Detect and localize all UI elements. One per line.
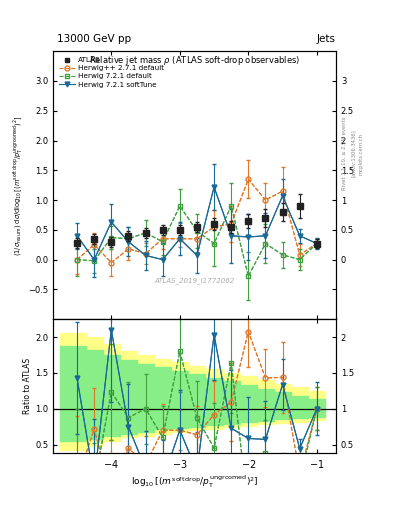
Text: Rivet 3.1.10, ≥ 2.9M events: Rivet 3.1.10, ≥ 2.9M events [342,117,347,190]
Y-axis label: $(1/\sigma_\mathrm{resum})\ \mathrm{d}\sigma/\mathrm{d}\log_{10}[(m^\mathrm{soft: $(1/\sigma_\mathrm{resum})\ \mathrm{d}\s… [12,115,25,255]
Text: ATLAS_2019_I1772062: ATLAS_2019_I1772062 [154,278,235,284]
Text: Relative jet mass $\rho$ (ATLAS soft-drop observables): Relative jet mass $\rho$ (ATLAS soft-dro… [89,54,300,67]
Y-axis label: Ratio to ATLAS: Ratio to ATLAS [23,358,32,414]
Text: [arXiv:1306.3436]: [arXiv:1306.3436] [351,130,356,178]
Text: mcplots.cern.ch: mcplots.cern.ch [358,133,364,175]
X-axis label: $\log_{10}[(m^{\,\mathrm{soft\,drop}}/p_\mathrm{T}^{\,\mathrm{ungroomed}})^2]$: $\log_{10}[(m^{\,\mathrm{soft\,drop}}/p_… [131,474,258,490]
Legend: ATLAS, Herwig++ 2.7.1 default, Herwig 7.2.1 default, Herwig 7.2.1 softTune: ATLAS, Herwig++ 2.7.1 default, Herwig 7.… [57,55,166,90]
Text: 13000 GeV pp: 13000 GeV pp [57,33,131,44]
Text: Jets: Jets [317,33,336,44]
